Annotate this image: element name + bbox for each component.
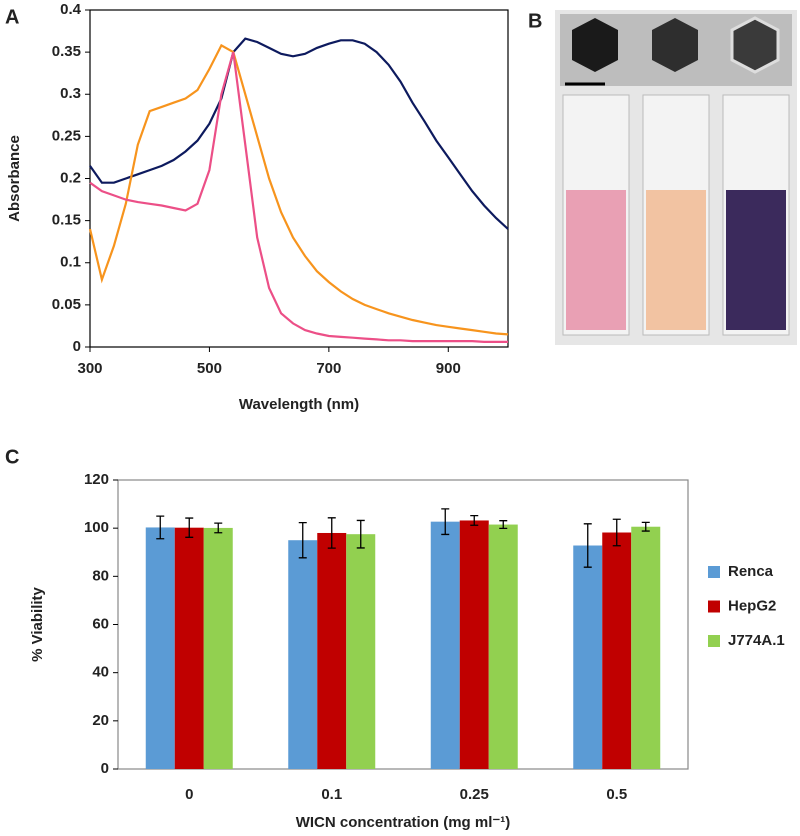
error-bar — [356, 519, 365, 549]
line-series — [89, 51, 508, 343]
y-axis-title: % Viability — [29, 586, 46, 661]
legend-label: J774A.1 — [728, 632, 785, 649]
legend-swatch — [708, 600, 720, 613]
x-tick-label: 700 — [316, 360, 341, 377]
panel-label: C — [5, 446, 19, 468]
y-tick-label: 80 — [92, 567, 109, 584]
y-tick-label: 0.05 — [52, 296, 81, 313]
line-series — [88, 43, 509, 336]
legend-label: Renca — [728, 563, 774, 580]
particle — [652, 18, 698, 72]
error-bar — [156, 515, 165, 540]
x-tick-label: 0.25 — [460, 786, 489, 803]
y-axis-title: Absorbance — [6, 135, 23, 222]
solution — [646, 190, 706, 330]
y-tick-label: 0.3 — [60, 85, 81, 102]
x-tick-label: 300 — [77, 360, 102, 377]
x-axis-title: WICN concentration (mg ml⁻¹) — [296, 814, 511, 831]
error-bar — [185, 517, 194, 538]
plot-frame — [89, 9, 509, 348]
solution — [726, 190, 786, 330]
solution — [566, 190, 626, 330]
y-tick-label: 40 — [92, 664, 109, 681]
bar — [346, 534, 376, 769]
error-bar — [583, 523, 592, 568]
bar — [317, 532, 347, 769]
y-tick-label: 0.25 — [52, 127, 81, 144]
y-tick-label: 120 — [84, 471, 109, 488]
y-tick-label: 0.15 — [52, 212, 81, 229]
y-tick-label: 0.35 — [52, 43, 81, 60]
bar — [602, 532, 632, 769]
error-bar — [612, 518, 621, 547]
panel-label: A — [5, 6, 19, 28]
y-tick-label: 60 — [92, 615, 109, 632]
panel-label: B — [528, 10, 542, 32]
bar — [631, 526, 661, 769]
error-bar — [641, 521, 650, 532]
y-tick-label: 0.1 — [60, 254, 81, 271]
y-tick-label: 20 — [92, 712, 109, 729]
y-tick-label: 100 — [84, 519, 109, 536]
x-tick-label: 0.1 — [321, 786, 342, 803]
bar — [145, 527, 175, 769]
line-series — [89, 37, 509, 230]
photo-panel — [555, 10, 797, 345]
x-tick-label: 0 — [185, 786, 193, 803]
x-tick-label: 500 — [197, 360, 222, 377]
bar — [459, 520, 489, 769]
error-bar — [499, 520, 508, 530]
error-bar — [214, 522, 223, 534]
legend-swatch — [708, 635, 720, 647]
x-tick-label: 900 — [436, 360, 461, 377]
error-bar — [327, 517, 336, 549]
particle — [572, 18, 618, 72]
bar — [488, 524, 518, 769]
legend-swatch — [708, 566, 720, 578]
y-tick-label: 0 — [73, 338, 81, 355]
y-tick-label: 0.2 — [60, 169, 81, 186]
error-bar — [441, 508, 450, 536]
y-tick-label: 0 — [101, 760, 109, 777]
bar — [203, 527, 233, 769]
bar — [174, 527, 204, 769]
y-tick-label: 0.4 — [60, 1, 82, 18]
error-bar — [298, 521, 307, 559]
x-tick-label: 0.5 — [606, 786, 627, 803]
x-axis-title: Wavelength (nm) — [239, 396, 359, 413]
legend-label: HepG2 — [728, 597, 776, 614]
bar — [288, 540, 318, 769]
bar — [430, 521, 460, 769]
bar — [573, 545, 603, 769]
particle — [730, 16, 780, 74]
error-bar — [470, 514, 479, 526]
